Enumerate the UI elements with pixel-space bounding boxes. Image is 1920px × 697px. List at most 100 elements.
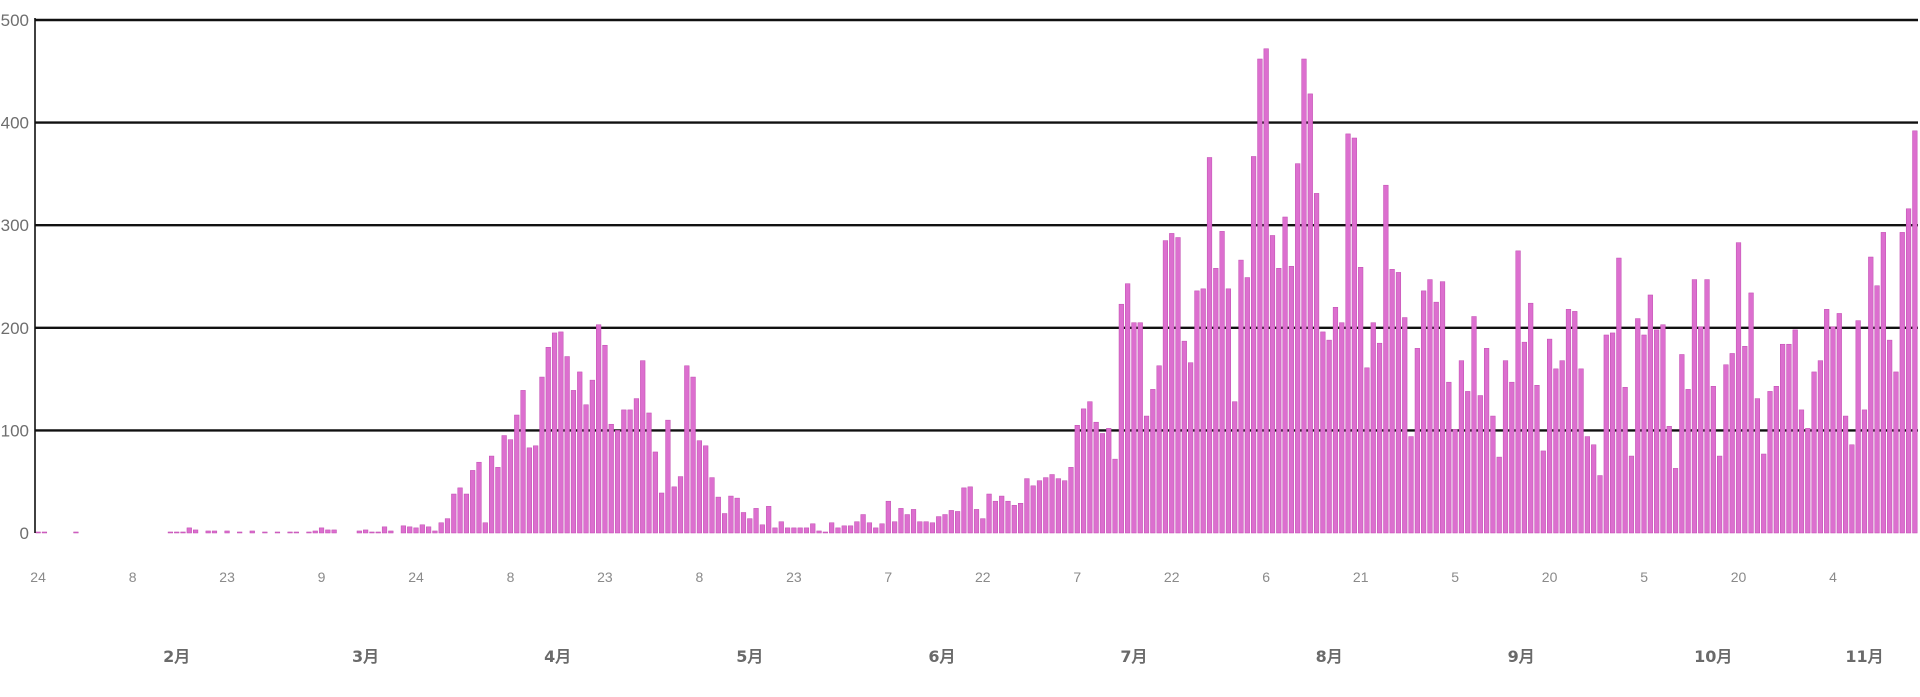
bar: [407, 526, 413, 534]
bar: [740, 512, 747, 534]
y-tick-label: 300: [1, 216, 29, 235]
bar: [1200, 288, 1206, 534]
bar: [772, 527, 778, 534]
bar: [463, 493, 469, 534]
bar: [1206, 157, 1213, 534]
bar: [205, 530, 211, 534]
bar: [1685, 389, 1691, 534]
bar: [570, 390, 577, 534]
x-tick-label: 20: [1731, 569, 1747, 585]
bar: [980, 518, 986, 534]
bar: [1767, 391, 1773, 534]
bar: [73, 531, 79, 534]
bar: [1578, 368, 1584, 534]
bar: [1830, 326, 1836, 534]
bar: [1087, 401, 1093, 534]
bar: [1131, 322, 1137, 534]
bar: [1880, 232, 1886, 534]
bar: [640, 360, 646, 534]
bar: [1326, 339, 1332, 534]
bar: [1332, 307, 1339, 534]
bar: [866, 522, 873, 534]
bar: [860, 514, 866, 534]
bar: [753, 508, 759, 534]
bar: [1477, 395, 1483, 534]
bar: [356, 530, 362, 534]
bar: [1244, 277, 1250, 534]
month-label: 3月: [352, 647, 379, 666]
bar: [942, 514, 948, 534]
bar: [451, 493, 457, 534]
bar: [533, 445, 539, 534]
bar: [822, 531, 828, 534]
bar: [174, 531, 180, 534]
bar: [1798, 409, 1805, 534]
bar: [1528, 302, 1534, 534]
bar: [1251, 156, 1257, 534]
bar: [1509, 381, 1515, 534]
bar: [1118, 303, 1124, 534]
bar: [1389, 269, 1395, 534]
bar: [489, 455, 495, 534]
x-tick-label: 20: [1542, 569, 1558, 585]
month-label: 10月: [1694, 647, 1732, 666]
x-tick-label: 24: [30, 569, 46, 585]
bar: [816, 530, 822, 534]
bar: [917, 521, 923, 534]
bar: [1717, 455, 1723, 534]
bar: [709, 477, 715, 534]
bar: [703, 445, 709, 534]
bar: [992, 500, 998, 534]
bar: [1899, 232, 1905, 534]
bar: [211, 530, 218, 534]
bar: [1465, 391, 1471, 534]
bar: [1780, 343, 1786, 534]
bar: [627, 409, 633, 534]
bar: [1742, 346, 1748, 534]
bar: [1452, 429, 1458, 534]
bar: [331, 529, 337, 534]
bar: [1181, 340, 1187, 534]
bar: [1609, 332, 1616, 534]
bar: [1402, 317, 1408, 534]
x-tick-label: 9: [318, 569, 326, 585]
bar: [363, 529, 369, 534]
month-labels: 2月 3月 4月 5月 6月 7月 8月 9月 10月 11月: [163, 647, 1884, 666]
bar: [388, 530, 394, 534]
bar: [1723, 364, 1729, 534]
bar: [684, 365, 690, 534]
bar: [1861, 409, 1868, 534]
month-label: 9月: [1508, 647, 1535, 666]
bar: [1106, 428, 1112, 534]
bar: [369, 531, 375, 534]
bar: [910, 509, 917, 534]
bar: [986, 493, 992, 534]
bar: [287, 531, 293, 534]
bar: [621, 409, 627, 534]
bar: [167, 531, 173, 534]
bar: [1194, 290, 1200, 534]
x-tick-label: 7: [1073, 569, 1081, 585]
bar: [696, 440, 702, 534]
bar: [633, 398, 640, 534]
bar: [778, 521, 784, 534]
bar: [948, 510, 954, 534]
bar: [690, 376, 696, 534]
bar: [1112, 458, 1118, 534]
bar: [1169, 233, 1175, 534]
bar: [545, 347, 551, 534]
bar: [551, 332, 558, 534]
bar: [1099, 433, 1106, 534]
bar: [501, 435, 507, 534]
bar: [835, 527, 841, 534]
bar: [892, 521, 898, 534]
bar: [1232, 401, 1238, 534]
x-tick-label: 8: [129, 569, 137, 585]
bar: [1011, 505, 1017, 534]
bar: [1805, 428, 1811, 534]
bar: [665, 419, 671, 534]
bar: [1887, 339, 1893, 534]
bar: [1641, 334, 1647, 534]
bar: [1628, 455, 1635, 534]
bar: [539, 376, 545, 534]
